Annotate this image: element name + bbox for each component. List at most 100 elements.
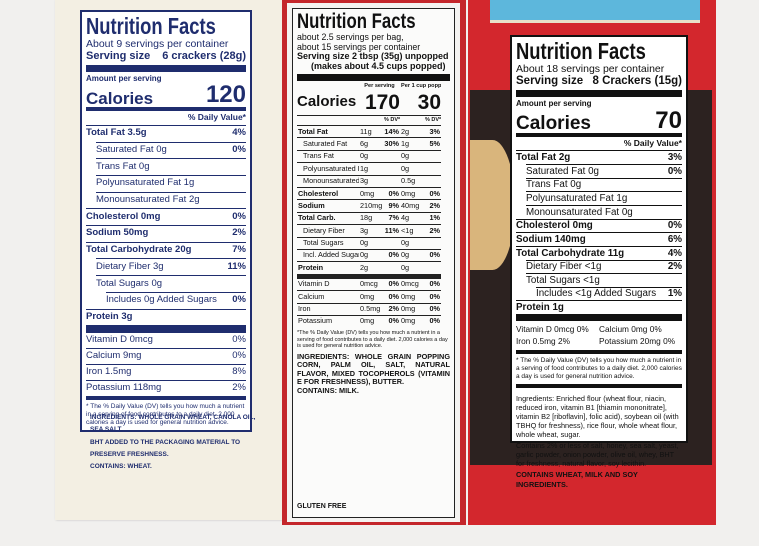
- dv-header: % DV*: [424, 114, 441, 125]
- nutrient-row: Monounsaturated Fat 0g: [526, 204, 682, 219]
- amount: 0mcg: [359, 273, 383, 290]
- amount: 0mg: [359, 314, 383, 327]
- nutrient-name: Total Carbohydrate 11g: [516, 247, 625, 259]
- daily-value: [383, 149, 400, 162]
- rule: [86, 395, 246, 400]
- nutrition-label-1: Nutrition Facts About 9 servings per con…: [80, 10, 252, 433]
- nutrient-row: Protein 1g: [516, 300, 682, 314]
- amount: 0mg: [359, 290, 383, 302]
- gluten-free: GLUTEN FREE: [297, 502, 347, 510]
- daily-value: 3%: [667, 152, 682, 164]
- column-header: Per serving: [364, 82, 395, 89]
- calories-row: Calories 70: [516, 106, 682, 134]
- nutrient-row: Polyunsaturated Fat 1g: [526, 191, 682, 205]
- nutrient-name: Monounsaturated Fat: [297, 174, 359, 187]
- daily-value: [383, 162, 400, 174]
- serving-size-value: 6 crackers (28g): [162, 50, 246, 63]
- spacer: [297, 114, 359, 125]
- nutrient-row: Total Sugars <1g: [526, 273, 682, 287]
- title: Nutrition Facts: [297, 10, 416, 33]
- vitamin-dv: 8%: [232, 366, 246, 378]
- nutrient-name: Protein 1g: [516, 302, 564, 314]
- amount: 0g: [400, 149, 424, 162]
- daily-value: 4%: [232, 127, 246, 139]
- amount: 0mg: [400, 290, 424, 302]
- daily-value: 2%: [383, 302, 400, 315]
- nutrition-label-2: Nutrition Facts about 2.5 servings per b…: [292, 8, 455, 518]
- nutrient-name: Total Fat 3.5g: [86, 127, 147, 139]
- nutrient-name: Includes <1g Added Sugars: [536, 288, 657, 300]
- title: Nutrition Facts: [86, 13, 216, 39]
- nutrient-name: Sodium 140mg: [516, 233, 586, 245]
- amount-per-serving: Amount per serving: [516, 99, 592, 109]
- calories-value: 120: [205, 81, 246, 109]
- serving-size-label: Serving size: [516, 75, 584, 88]
- nutrient-name: Total Fat 2g: [516, 152, 571, 164]
- vitamin-dv: 0%: [232, 334, 246, 346]
- rule: [297, 74, 450, 82]
- amount: 0.5g: [400, 174, 424, 187]
- nutrient-row: Total Sugars 0g: [96, 275, 246, 292]
- spacer: [297, 81, 359, 90]
- nutrient-row: Cholesterol 0mg 0%: [86, 208, 246, 225]
- daily-value: 2%: [232, 227, 246, 239]
- title: Nutrition Facts: [516, 38, 646, 64]
- amount: 0g: [359, 236, 383, 249]
- daily-value-header: % Daily Value*: [623, 137, 682, 148]
- daily-value: 1%: [424, 211, 441, 224]
- nutrient-row: Total Fat 3.5g 4%: [86, 124, 246, 142]
- amount: 40mg: [400, 199, 424, 211]
- nutrient-row: Includes <1g Added Sugars 1%: [536, 286, 682, 301]
- serving-size: Serving size 8 Crackers (15g): [516, 75, 682, 90]
- daily-value: [424, 149, 441, 162]
- amount: 2g: [359, 261, 383, 273]
- vitamin: Calcium 0mg 0%: [599, 324, 662, 335]
- amount: 2g: [400, 125, 424, 137]
- calories-value: 170: [364, 90, 400, 114]
- vitamin-dv: 2%: [232, 382, 246, 393]
- calories-value: 70: [655, 106, 682, 134]
- footnote: * The % Daily Value (DV) tells you how m…: [86, 402, 245, 426]
- amount: 0g: [400, 261, 424, 273]
- bht-note: BHT ADDED TO THE PACKAGING MATERIAL TO P…: [90, 438, 241, 459]
- rule: [86, 64, 246, 72]
- vitamin: Potassium 20mg 0%: [599, 335, 676, 346]
- servings: about 2.5 servings per bag,: [297, 32, 404, 43]
- daily-value: 14%: [383, 125, 400, 136]
- serving-size: Serving size 2 tbsp (35g) unpopped: [297, 51, 449, 62]
- vitamin-dv: 0%: [232, 350, 246, 362]
- daily-value: 0%: [232, 294, 246, 306]
- amount: 1g: [359, 162, 383, 174]
- nutrient-row: Trans Fat 0g: [526, 177, 682, 192]
- daily-value: 0%: [424, 302, 441, 315]
- nutrient-name: Iron: [297, 302, 359, 315]
- rule: [516, 90, 682, 98]
- nutrient-name: Vitamin D: [297, 273, 359, 290]
- daily-value: [383, 174, 400, 187]
- nutrient-row: Total Fat 2g 3%: [516, 150, 682, 164]
- nutrient-row: Includes 0g Added Sugars 0%: [106, 291, 246, 309]
- daily-value: 0%: [424, 187, 441, 199]
- nutrition-label-3: Nutrition Facts About 18 servings per co…: [510, 35, 688, 489]
- vitamin: Vitamin D 0mcg 0%: [516, 324, 589, 335]
- allergens: CONTAINS WHEAT, MILK AND SOY INGREDIENTS…: [516, 470, 638, 489]
- vitamin: Iron 0.5mg 2%: [516, 335, 570, 346]
- footnote: * The % Daily Value (DV) tells you how m…: [516, 357, 682, 380]
- nutrient-name: Cholesterol: [297, 187, 359, 199]
- nutrient-name: Monounsaturated Fat 0g: [526, 206, 633, 218]
- amount: 0mg: [400, 302, 424, 315]
- daily-value: 0%: [667, 165, 682, 177]
- nutrient-name: Sodium 50mg: [86, 227, 149, 239]
- nutrient-name: Saturated Fat: [297, 137, 359, 149]
- nutrient-name: Sodium: [297, 199, 359, 211]
- nutrient-name: Trans Fat 0g: [526, 179, 582, 191]
- daily-value: 0%: [232, 210, 246, 222]
- ingredients-block: Ingredients: Enriched flour (wheat flour…: [516, 394, 682, 489]
- nutrient-name: Trans Fat 0g: [96, 160, 150, 172]
- minor-ingredients: Contains 2% or less of salt, honey, sea …: [516, 441, 679, 469]
- spacer: [359, 114, 383, 125]
- daily-value: 5%: [424, 137, 441, 149]
- rule: [516, 314, 682, 322]
- daily-value: 9%: [383, 199, 400, 211]
